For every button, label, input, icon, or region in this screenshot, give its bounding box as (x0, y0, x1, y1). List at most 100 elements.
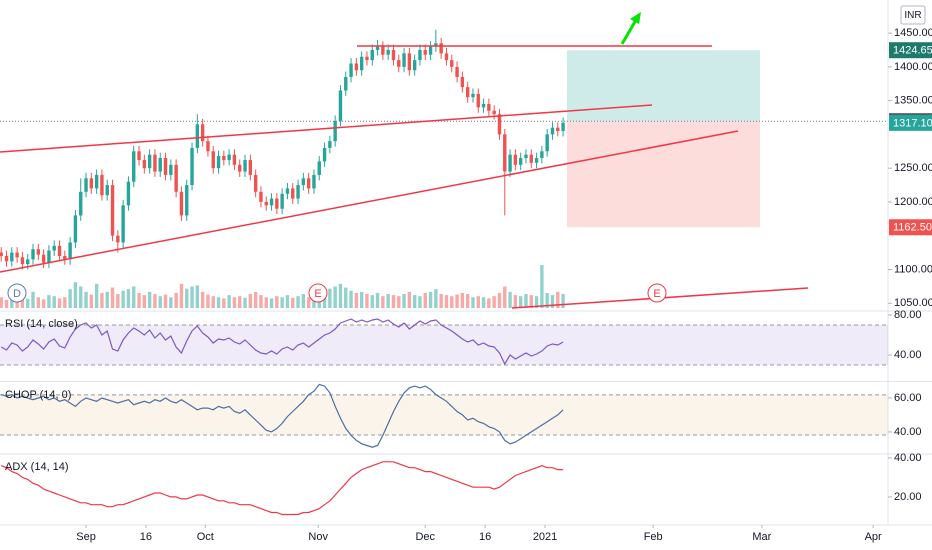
candle-body (179, 191, 184, 216)
volume-bar (503, 286, 507, 308)
volume-bar (57, 298, 62, 308)
volume-bar (116, 294, 120, 308)
volume-bar (412, 295, 417, 308)
volume-bar (163, 294, 168, 308)
candle-body (126, 181, 131, 206)
volume-bar (561, 294, 565, 308)
event-marker[interactable] (308, 283, 328, 303)
volume-bar (359, 291, 364, 308)
candle-body (497, 114, 502, 135)
volume-bar (545, 292, 549, 308)
volume-bar (248, 294, 253, 308)
volume-bar (497, 292, 502, 308)
volume-bar (110, 287, 115, 308)
volume-bar (126, 289, 131, 308)
volume-bar (269, 298, 274, 308)
candle-body (508, 154, 512, 172)
candle-body (386, 49, 390, 55)
pane-frames (0, 0, 932, 526)
volume-bar (174, 292, 178, 308)
candle-body (57, 245, 62, 256)
volume-bar (190, 286, 194, 308)
candle-body (232, 154, 237, 165)
volume-bar (73, 282, 78, 308)
candle-body (185, 185, 189, 216)
volume-bar (338, 283, 343, 308)
volume-bar (450, 296, 454, 308)
volume-bar (222, 298, 226, 308)
volume-bar (508, 291, 512, 308)
volume-bar (296, 296, 300, 308)
band-fill (0, 325, 888, 365)
indicator-line (0, 318, 564, 366)
volume-bar (487, 298, 491, 308)
candle-body (163, 158, 168, 175)
candle-body (195, 124, 200, 148)
candle-body (545, 134, 549, 152)
candle-body (200, 124, 205, 142)
currency-box[interactable] (900, 5, 926, 25)
candle-body (402, 53, 406, 67)
candle-body (455, 66, 459, 77)
candle-body (375, 46, 380, 50)
volume-bar (259, 295, 263, 308)
candle-body (100, 174, 104, 196)
volume-bar (529, 295, 533, 308)
volume-bar (306, 297, 311, 308)
volume-bar (391, 295, 396, 308)
candle-body (31, 249, 35, 260)
y-tick-label: 1200.00 (894, 196, 932, 208)
event-label: D (13, 288, 21, 300)
candle-body (248, 160, 253, 175)
volume-bar (455, 294, 459, 308)
volume-bar (370, 295, 374, 308)
volume-bar (206, 294, 210, 308)
candle-body (349, 63, 353, 77)
volume-bar (518, 296, 523, 308)
volume-bar (460, 292, 465, 308)
y-tick-label: 1100.00 (894, 263, 932, 275)
volume-bar (439, 294, 443, 308)
candle-body (391, 49, 396, 61)
loss-zone (567, 121, 760, 228)
upper-trendline (0, 104, 653, 153)
candle-body (333, 120, 337, 142)
candle-body (169, 164, 173, 175)
candle-body (412, 60, 417, 71)
volume-bar (534, 296, 539, 308)
candle-body (296, 185, 300, 199)
price-badge (889, 42, 932, 59)
volume-bar (328, 288, 332, 308)
volume-bar (147, 291, 152, 308)
x-tick-label: 16 (140, 531, 152, 543)
volume-bar (200, 291, 205, 308)
candle-body (487, 104, 491, 111)
x-tick-label: 16 (479, 531, 491, 543)
indicator-title: CHOP (14, 0) (5, 389, 71, 401)
price-badge-label: 1424.65 (893, 45, 932, 57)
volume-bar (349, 290, 353, 308)
candle-body (243, 160, 247, 172)
y-tick-label: 60.00 (894, 392, 922, 404)
volume-bar (4, 299, 9, 308)
volume-bar (211, 296, 215, 308)
indicator-line (1, 383, 564, 448)
drawings: D E E (0, 12, 809, 309)
event-marker[interactable] (647, 283, 667, 303)
candle-body (132, 151, 136, 182)
candle-body (471, 93, 475, 98)
indicator-title: RSI (14, close) (5, 318, 78, 330)
x-tick-label: Sep (76, 531, 96, 543)
volume-bar (280, 297, 284, 308)
volume-bar (397, 296, 401, 308)
candle-body (211, 151, 215, 169)
candle-body (105, 185, 109, 196)
volume-bar (63, 297, 67, 308)
y-tick-label: 40.00 (894, 349, 922, 361)
candle-body (444, 53, 449, 61)
candle-body (10, 252, 14, 262)
volume-bar (41, 299, 46, 308)
event-marker[interactable] (7, 283, 27, 303)
profit-zone (567, 50, 760, 122)
